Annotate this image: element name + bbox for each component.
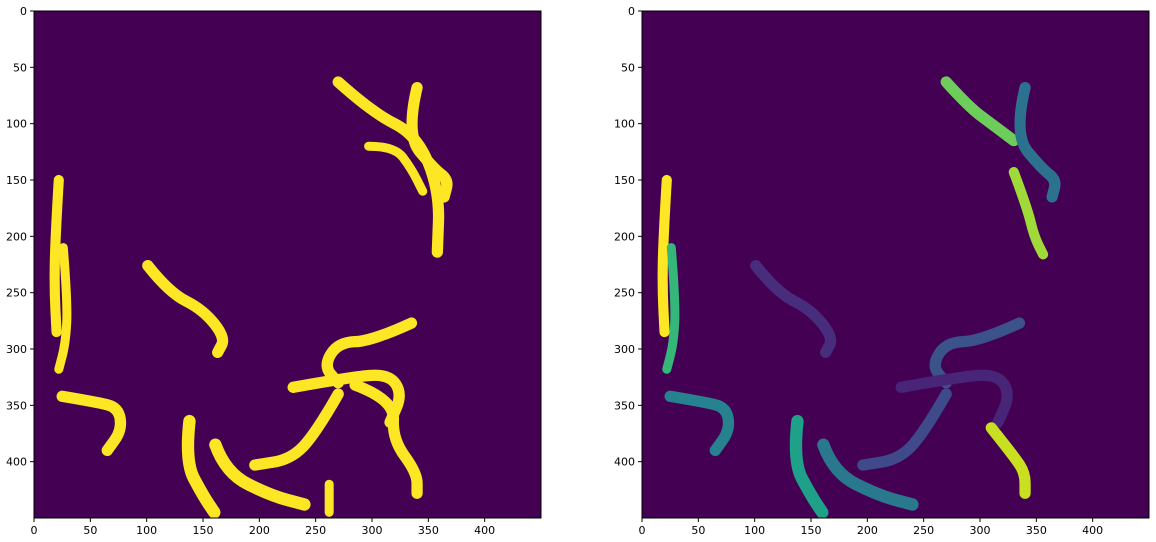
worm-12	[817, 438, 919, 511]
worm-1	[54, 243, 72, 374]
x-tick-label: 400	[1082, 524, 1103, 537]
y-tick-label: 350	[6, 399, 27, 412]
worm-10	[857, 388, 952, 471]
worm-5	[1014, 81, 1061, 203]
x-tick-label: 350	[418, 524, 439, 537]
y-tick-label: 150	[614, 174, 635, 187]
worm-9	[985, 422, 1031, 499]
worm-0	[657, 174, 672, 338]
worm-8	[287, 369, 405, 428]
y-tick-label: 400	[6, 456, 27, 469]
worm-2	[56, 390, 127, 457]
worm-11	[789, 414, 829, 518]
panel-instance-labels: 0 50 100 150 200 250 300 350 400 0 50 100 150 200 250 3…	[614, 5, 1150, 537]
y-tick-label: 200	[614, 230, 635, 243]
x-tick-label: 0	[639, 524, 646, 537]
y-tick-label: 0	[628, 5, 635, 18]
y-tick-label: 50	[621, 61, 635, 74]
x-tick-label: 400	[474, 524, 495, 537]
axes-frame	[641, 10, 1150, 519]
worm-5	[406, 81, 453, 203]
worm-3	[750, 259, 837, 359]
worm-3	[142, 259, 229, 359]
x-tick-label: 50	[691, 524, 705, 537]
y-tick-label: 0	[20, 5, 27, 18]
x-tick-label: 100	[744, 524, 765, 537]
y-tick-label: 100	[6, 118, 27, 131]
worm-1	[662, 243, 680, 374]
worm-4	[940, 76, 1020, 147]
y-tick-label: 50	[13, 61, 27, 74]
y-tick-label: 150	[6, 174, 27, 187]
worm-11	[181, 414, 221, 518]
panel-binary-mask: 0 50 100 150 200 250 300 350 400 0 50 100 150 200 250 3…	[6, 5, 542, 537]
x-tick-label: 250	[913, 524, 934, 537]
worm-7	[321, 317, 418, 389]
worm-12	[209, 438, 311, 511]
x-tick-label: 150	[801, 524, 822, 537]
x-tick-label: 200	[249, 524, 270, 537]
worm-10	[249, 388, 344, 471]
worm-7	[929, 317, 1026, 389]
y-tick-label: 100	[614, 118, 635, 131]
worm-0	[49, 174, 64, 338]
worm-6	[364, 141, 428, 196]
axes-frame	[33, 10, 542, 519]
y-tick-label: 300	[6, 343, 27, 356]
x-tick-label: 50	[83, 524, 97, 537]
x-tick-label: 150	[193, 524, 214, 537]
worm-6	[1008, 167, 1049, 260]
y-tick-label: 250	[614, 287, 635, 300]
x-tick-label: 0	[31, 524, 38, 537]
x-tick-label: 250	[305, 524, 326, 537]
x-tick-label: 300	[362, 524, 383, 537]
y-tick-label: 350	[614, 399, 635, 412]
worm-8	[895, 369, 1013, 428]
y-tick-label: 300	[614, 343, 635, 356]
x-tick-label: 350	[1026, 524, 1047, 537]
y-tick-label: 250	[6, 287, 27, 300]
x-tick-label: 200	[857, 524, 878, 537]
worm-9	[349, 379, 423, 499]
worm-2	[664, 390, 735, 457]
y-tick-label: 400	[614, 456, 635, 469]
x-tick-label: 100	[136, 524, 157, 537]
y-tick-label: 200	[6, 230, 27, 243]
x-tick-label: 300	[970, 524, 991, 537]
